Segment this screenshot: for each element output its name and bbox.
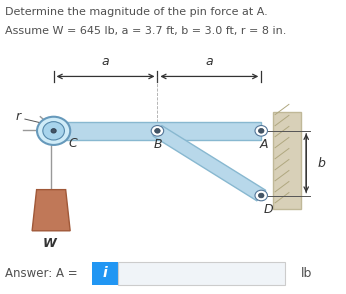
- Text: r: r: [16, 110, 20, 123]
- Text: B: B: [154, 138, 163, 151]
- Circle shape: [255, 190, 267, 201]
- Circle shape: [155, 128, 160, 133]
- Text: a: a: [102, 55, 109, 68]
- Circle shape: [258, 193, 264, 198]
- Polygon shape: [32, 190, 70, 231]
- Text: D: D: [264, 203, 274, 216]
- Circle shape: [255, 126, 267, 136]
- Text: a: a: [206, 55, 213, 68]
- Text: C: C: [68, 137, 77, 150]
- Circle shape: [258, 128, 264, 133]
- Bar: [118, 262, 285, 285]
- Circle shape: [151, 126, 164, 136]
- Text: Answer: A =: Answer: A =: [5, 267, 78, 280]
- Text: b: b: [318, 157, 326, 170]
- Text: A: A: [260, 138, 268, 151]
- Text: Determine the magnitude of the pin force at A.: Determine the magnitude of the pin force…: [5, 7, 268, 17]
- Text: lb: lb: [301, 267, 312, 280]
- Polygon shape: [54, 122, 261, 140]
- Text: W: W: [43, 237, 56, 250]
- Circle shape: [37, 117, 70, 145]
- Text: i: i: [102, 266, 107, 280]
- Text: Assume W = 645 lb, a = 3.7 ft, b = 3.0 ft, r = 8 in.: Assume W = 645 lb, a = 3.7 ft, b = 3.0 f…: [5, 26, 286, 36]
- Polygon shape: [153, 126, 266, 201]
- Circle shape: [51, 129, 56, 133]
- Bar: [92, 262, 118, 285]
- Bar: [273, 112, 301, 209]
- Circle shape: [43, 122, 64, 140]
